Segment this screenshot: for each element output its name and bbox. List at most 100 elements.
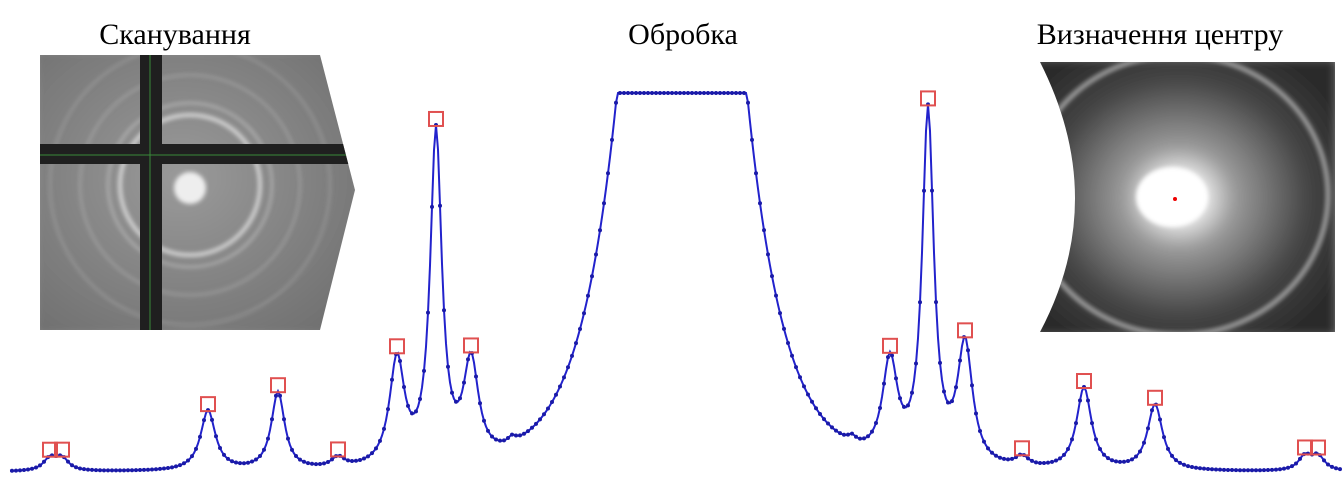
profile-dot bbox=[1006, 457, 1010, 461]
profile-dot bbox=[510, 433, 514, 437]
profile-dot bbox=[102, 468, 106, 472]
profile-dot bbox=[478, 401, 482, 405]
profile-dot bbox=[1126, 459, 1130, 463]
profile-dot bbox=[210, 418, 214, 422]
profile-dot bbox=[910, 391, 914, 395]
profile-dot bbox=[1194, 466, 1198, 470]
peak-marker bbox=[464, 338, 478, 352]
profile-dot bbox=[830, 425, 834, 429]
profile-dot bbox=[498, 439, 502, 443]
profile-dot bbox=[226, 457, 230, 461]
profile-dot bbox=[526, 429, 530, 433]
profile-dot bbox=[734, 91, 738, 95]
profile-dot bbox=[646, 91, 650, 95]
profile-dot bbox=[286, 437, 290, 441]
profile-dot bbox=[778, 311, 782, 315]
profile-dot bbox=[398, 359, 402, 363]
profile-dot bbox=[410, 411, 414, 415]
profile-dot bbox=[126, 468, 130, 472]
caption: Обробка bbox=[628, 18, 738, 51]
profile-dot bbox=[314, 462, 318, 466]
profile-dot bbox=[194, 447, 198, 451]
profile-dot bbox=[874, 421, 878, 425]
profile-dot bbox=[346, 458, 350, 462]
profile-dot bbox=[578, 327, 582, 331]
profile-dot bbox=[430, 205, 434, 209]
profile-dot bbox=[1038, 461, 1042, 465]
profile-dot bbox=[414, 409, 418, 413]
profile-dot bbox=[1214, 467, 1218, 471]
profile-dot bbox=[238, 461, 242, 465]
profile-dot bbox=[870, 430, 874, 434]
profile-dot bbox=[718, 91, 722, 95]
profile-dot bbox=[182, 461, 186, 465]
profile-dot bbox=[222, 453, 226, 457]
profile-dot bbox=[1266, 468, 1270, 472]
profile-dot bbox=[1202, 467, 1206, 471]
profile-dot bbox=[494, 437, 498, 441]
profile-dot bbox=[690, 91, 694, 95]
profile-dot bbox=[330, 457, 334, 461]
profile-dot bbox=[178, 463, 182, 467]
profile-dot bbox=[242, 461, 246, 465]
profile-dot bbox=[310, 462, 314, 466]
profile-dot bbox=[354, 459, 358, 463]
profile-dot bbox=[626, 91, 630, 95]
profile-dot bbox=[846, 433, 850, 437]
profile-dot bbox=[514, 433, 518, 437]
profile-dot bbox=[522, 432, 526, 436]
profile-dot bbox=[1146, 426, 1150, 430]
peak-marker bbox=[1311, 441, 1325, 455]
profile-dot bbox=[1258, 468, 1262, 472]
profile-dot bbox=[730, 91, 734, 95]
profile-dot bbox=[118, 468, 122, 472]
profile-dot bbox=[922, 189, 926, 193]
profile-dot bbox=[774, 294, 778, 298]
profile-dot bbox=[474, 375, 478, 379]
profile-dot bbox=[838, 431, 842, 435]
profile-dot bbox=[1066, 447, 1070, 451]
profile-dot bbox=[850, 432, 854, 436]
profile-dot bbox=[798, 375, 802, 379]
profile-dot bbox=[902, 405, 906, 409]
profile-dot bbox=[670, 91, 674, 95]
profile-dot bbox=[1130, 457, 1134, 461]
profile-dot bbox=[918, 300, 922, 304]
profile-dot bbox=[754, 171, 758, 175]
profile-dot bbox=[234, 461, 238, 465]
profile-dot bbox=[890, 354, 894, 358]
profile-dot bbox=[714, 91, 718, 95]
profile-dot bbox=[1298, 457, 1302, 461]
profile-dot bbox=[710, 91, 714, 95]
profile-dot bbox=[758, 201, 762, 205]
profile-dot bbox=[362, 457, 366, 461]
profile-dot bbox=[462, 381, 466, 385]
profile-dot bbox=[446, 365, 450, 369]
profile-dot bbox=[1238, 468, 1242, 472]
profile-dot bbox=[1074, 421, 1078, 425]
profile-dot bbox=[1326, 462, 1330, 466]
profile-dot bbox=[802, 384, 806, 388]
profile-dot bbox=[1186, 464, 1190, 468]
profile-dot bbox=[442, 308, 446, 312]
profile-dot bbox=[198, 435, 202, 439]
profile-dot bbox=[418, 397, 422, 401]
profile-dot bbox=[402, 385, 406, 389]
profile-dot bbox=[438, 204, 442, 208]
peak-marker bbox=[390, 339, 404, 353]
peak-marker bbox=[1148, 391, 1162, 405]
profile-dot bbox=[1086, 399, 1090, 403]
profile-dot bbox=[586, 294, 590, 298]
profile-dot bbox=[166, 466, 170, 470]
caption: Визначення центру bbox=[1037, 18, 1283, 51]
profile-dot bbox=[130, 468, 134, 472]
profile-dot bbox=[1250, 468, 1254, 472]
profile-dot bbox=[650, 91, 654, 95]
profile-dot bbox=[318, 462, 322, 466]
profile-dot bbox=[1210, 467, 1214, 471]
profile-dot bbox=[358, 458, 362, 462]
profile-dot bbox=[882, 382, 886, 386]
profile-dot bbox=[678, 91, 682, 95]
profile-dot bbox=[622, 91, 626, 95]
profile-dot bbox=[90, 468, 94, 472]
